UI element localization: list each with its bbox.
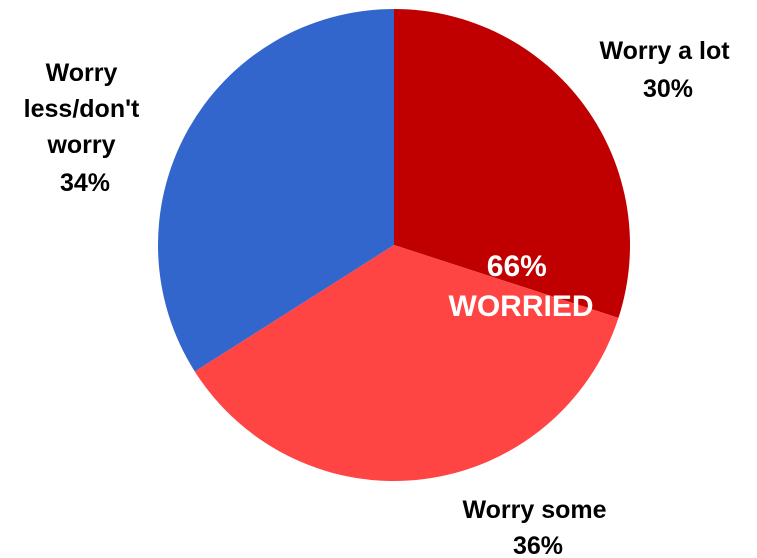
slice-label-worry-some: Worry some 36% [463, 496, 614, 558]
slice-label-worry-less-line1: Worry [46, 59, 118, 87]
slice-label-worry-less-line3: worry [46, 131, 115, 159]
worried-annotation-text: WORRIED [449, 290, 594, 323]
slice-label-worry-less: Worry less/don't worry 34% [24, 59, 147, 197]
slice-label-worry-less-line2: less/don't [24, 95, 140, 123]
slice-label-worry-some-name: Worry some [463, 496, 607, 524]
slice-label-worry-a-lot: Worry a lot 30% [599, 37, 736, 103]
pie-slice-worry-less-don-t-worry [157, 9, 394, 372]
slice-label-worry-a-lot-value: 30% [643, 75, 693, 103]
worried-annotation: 66% WORRIED [449, 250, 594, 323]
slice-label-worry-a-lot-name: Worry a lot [599, 37, 730, 65]
pie-slice-worry-a-lot [394, 9, 631, 318]
slice-label-worry-less-value: 34% [60, 169, 110, 197]
slice-label-worry-some-value: 36% [513, 532, 563, 558]
pie-slices [157, 9, 631, 482]
pie-slice-worry-some [194, 245, 619, 482]
worried-annotation-value: 66% [487, 250, 547, 283]
